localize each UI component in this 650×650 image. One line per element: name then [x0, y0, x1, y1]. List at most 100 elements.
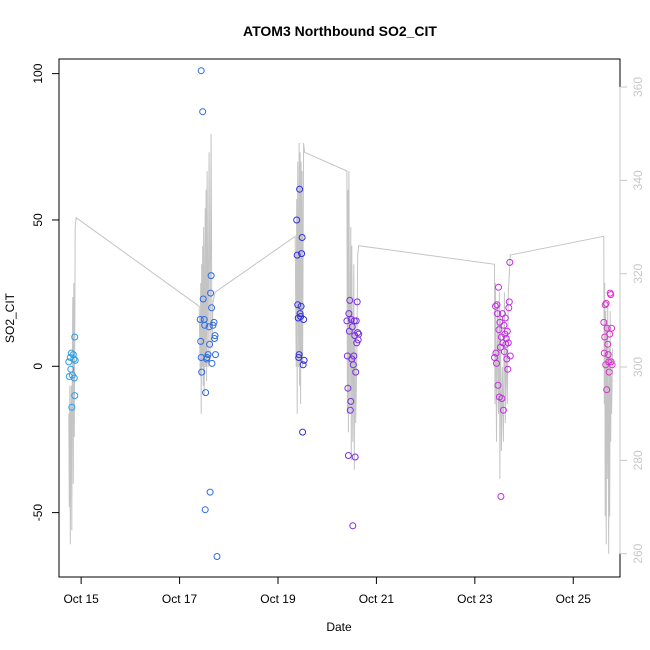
- scatter-point: [207, 272, 215, 280]
- scatter-point: [211, 335, 218, 342]
- series-line: [68, 133, 614, 554]
- scatter-point: [201, 506, 209, 514]
- scatter-point: [293, 251, 301, 259]
- scatter-point: [500, 348, 508, 356]
- scatter-point: [208, 359, 216, 367]
- scatter-point: [205, 323, 213, 331]
- scatter-point: [212, 351, 219, 359]
- scatter-point: [300, 316, 308, 323]
- scatter-point: [350, 317, 358, 325]
- scatter-point: [355, 330, 363, 338]
- scatter-point: [493, 359, 500, 367]
- scatter-point: [600, 318, 608, 326]
- right-y-tick-label: 320: [631, 263, 645, 283]
- scatter-point: [604, 340, 612, 348]
- scatter-point: [299, 361, 307, 369]
- right-y-tick-label: 280: [631, 450, 645, 470]
- y-axis: -50 0 50 100: [31, 63, 60, 522]
- scatter-point: [347, 397, 355, 405]
- scatter-point: [199, 295, 207, 303]
- scatter-point: [505, 298, 513, 306]
- scatter-point: [296, 310, 304, 318]
- scatter-point: [298, 234, 306, 241]
- scatter-point: [70, 355, 78, 363]
- scatter-point: [204, 351, 212, 359]
- scatter-point: [197, 67, 205, 75]
- scatter-point: [343, 317, 351, 325]
- scatter-point: [492, 349, 500, 357]
- scatter-point: [354, 329, 362, 337]
- scatter-point: [346, 296, 354, 304]
- scatter-point: [502, 335, 510, 342]
- scatter-point: [299, 428, 307, 436]
- scatter-point: [298, 250, 306, 258]
- scatter-point: [353, 298, 361, 306]
- scatter-point: [608, 361, 616, 369]
- scatter-point: [506, 258, 514, 266]
- scatter-point: [604, 351, 612, 359]
- y-tick-label: 100: [31, 63, 45, 83]
- scatter-point: [601, 301, 609, 309]
- scatter-point: [295, 354, 303, 361]
- scatter-point: [199, 108, 207, 116]
- scatter-point: [71, 333, 79, 341]
- scatter-point: [605, 368, 613, 376]
- scatter-point: [211, 332, 219, 340]
- scatter-point: [67, 349, 75, 357]
- x-tick-label: Oct 17: [162, 592, 198, 606]
- scatter-point: [601, 333, 609, 341]
- x-tick-label: Oct 15: [63, 592, 99, 606]
- scatter-point: [351, 453, 359, 461]
- scatter-point: [501, 314, 509, 322]
- scatter-point: [350, 352, 358, 360]
- scatter-point: [498, 395, 506, 402]
- scatter-point: [503, 327, 511, 335]
- scatter-point: [607, 291, 615, 299]
- scatter-point: [198, 368, 206, 376]
- scatter-point: [602, 299, 610, 307]
- scatter-point: [71, 356, 79, 364]
- scatter-point: [607, 358, 615, 366]
- scatter-points-layer: [65, 67, 616, 560]
- x-axis: Oct 15 Oct 17 Oct 19 Oct 21 Oct 23 Oct 25: [63, 576, 591, 606]
- series-line-layer: [68, 133, 614, 554]
- scatter-point: [294, 301, 302, 309]
- chart-title: ATOM3 Northbound SO2_CIT: [243, 23, 437, 39]
- y-tick-label: 50: [31, 213, 45, 227]
- scatter-point: [603, 324, 611, 332]
- scatter-point: [493, 301, 501, 309]
- scatter-point: [497, 493, 505, 500]
- scatter-point: [206, 488, 214, 496]
- scatter-point: [213, 553, 221, 560]
- scatter-point: [202, 389, 210, 397]
- x-axis-label: Date: [326, 620, 352, 634]
- scatter-point: [344, 384, 352, 392]
- y-axis-label: SO2_CIT: [3, 292, 17, 343]
- scatter-point: [349, 361, 357, 369]
- y-tick-label: -50: [31, 504, 45, 522]
- scatter-point: [491, 354, 498, 361]
- scatter-point: [352, 317, 360, 325]
- x-tick-label: Oct 21: [359, 592, 395, 606]
- scatter-point: [201, 321, 209, 329]
- scatter-point: [295, 351, 303, 359]
- scatter-point: [300, 356, 308, 364]
- scatter-point: [344, 452, 352, 459]
- scatter-point: [506, 352, 514, 360]
- scatter-point: [71, 392, 79, 400]
- scatter-point: [207, 289, 215, 297]
- scatter-point: [293, 216, 301, 224]
- scatter-point: [68, 403, 76, 411]
- scatter-point: [297, 302, 305, 310]
- scatter-point: [603, 386, 611, 394]
- plot-area-frame: [58, 58, 621, 578]
- scatter-point: [495, 283, 502, 291]
- scatter-point: [197, 337, 205, 345]
- scatter-point: [196, 316, 204, 323]
- scatter-point: [209, 321, 217, 329]
- right-y-tick-label: 300: [631, 357, 645, 377]
- y-tick-label: 0: [31, 363, 45, 370]
- scatter-point: [345, 310, 353, 318]
- right-y-axis: 260 280 300 320 340 360: [619, 77, 645, 564]
